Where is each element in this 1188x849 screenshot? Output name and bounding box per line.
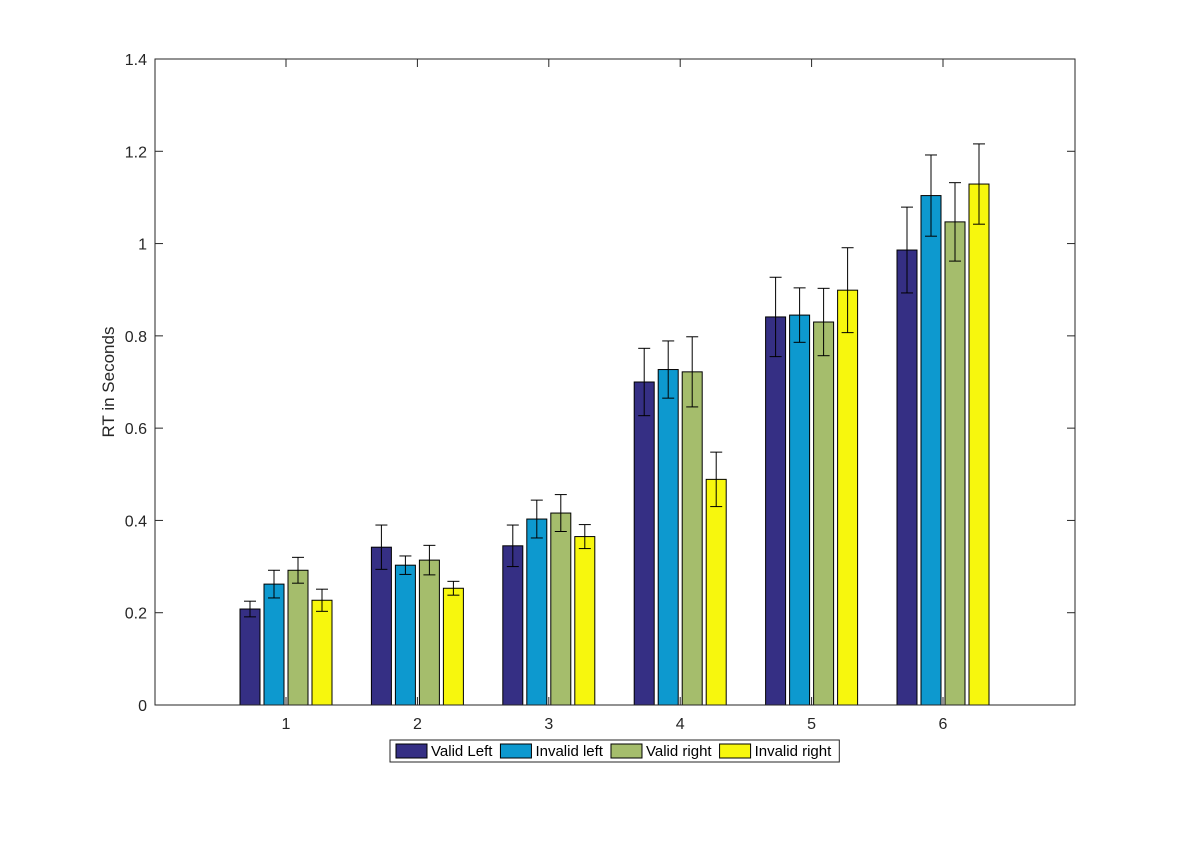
y-tick-label: 0.2 [125,606,147,623]
bar-valid-left-6 [896,249,918,706]
y-tick-label: 1.2 [125,144,147,161]
legend-swatch [719,743,752,759]
error-bar-valid-right-3 [554,494,567,533]
error-bar-invalid-left-6 [925,154,937,237]
legend-label: Invalid left [535,743,603,760]
error-bar-invalid-left-5 [793,287,806,343]
y-tick-label: 0.4 [125,513,147,530]
error-bar-invalid-left-2 [399,555,412,575]
bar-valid-left-5 [765,316,787,706]
y-tick-label: 0.8 [125,329,147,346]
bar-valid-right-6 [944,221,966,706]
error-bar-valid-right-6 [949,182,961,262]
bar-invalid-right-1 [311,599,333,706]
plot-frame [154,58,1076,706]
ticks-layer: 0 0.2 0.4 0.6 0.8 1 1.2 1.4 1 2 3 4 5 6 [125,52,1075,733]
error-bar-invalid-left-1 [268,569,280,599]
error-bar-invalid-left-3 [530,499,543,539]
error-bar-invalid-right-2 [447,580,460,596]
bar-invalid-right-4 [705,478,727,706]
error-bar-valid-left-6 [901,206,913,294]
error-bar-invalid-right-3 [578,524,591,550]
bar-invalid-left-6 [920,195,942,706]
bar-invalid-right-2 [442,587,464,706]
y-tick-label: 1.4 [125,52,147,69]
x-tick-label: 1 [282,716,291,733]
y-tick-label: 0 [138,698,147,715]
x-tick-label: 5 [807,716,816,733]
bar-invalid-left-4 [657,369,679,706]
legend-label: Valid Left [431,743,493,760]
error-bar-valid-left-5 [769,276,782,358]
bar-valid-right-5 [813,321,835,706]
bar-valid-left-4 [633,381,655,706]
error-bars-layer [244,143,985,618]
y-axis-label: RT in Seconds [99,327,118,438]
error-bar-valid-right-2 [423,544,436,576]
error-bar-invalid-right-6 [973,143,985,225]
x-tick-label: 6 [939,716,948,733]
bar-invalid-left-5 [789,314,811,706]
x-tick-label: 2 [413,716,422,733]
error-bar-valid-right-1 [292,556,304,584]
bar-invalid-left-1 [263,583,285,706]
legend-swatch [610,743,643,759]
error-bar-valid-right-5 [817,287,830,357]
x-tick-label: 3 [544,716,553,733]
bar-valid-right-4 [681,371,703,706]
bar-invalid-right-5 [837,289,859,706]
error-bar-valid-right-4 [686,336,699,408]
y-tick-label: 1 [138,237,147,254]
error-bar-invalid-right-1 [316,588,328,612]
error-bar-invalid-right-4 [710,451,723,508]
bar-invalid-left-3 [526,518,548,706]
legend-swatch [499,743,532,759]
bar-valid-left-3 [502,545,524,706]
bar-invalid-left-2 [394,564,416,706]
bars-layer [239,183,990,706]
error-bar-valid-left-3 [506,524,519,568]
bar-valid-right-1 [287,569,309,706]
error-bar-valid-left-1 [244,600,256,618]
error-bar-valid-left-4 [638,347,651,417]
error-bar-valid-left-2 [375,524,388,570]
bar-valid-right-3 [550,512,572,706]
legend: Valid Left Invalid left Valid right Invalid… [389,739,840,763]
bar-invalid-right-3 [574,536,596,706]
legend-label: Valid right [646,743,712,760]
error-bar-invalid-right-5 [841,247,854,334]
legend-swatch [395,743,428,759]
bar-invalid-right-6 [968,183,990,706]
bar-valid-left-1 [239,608,261,706]
bar-valid-left-2 [370,546,392,706]
bar-valid-right-2 [418,559,440,706]
error-bar-invalid-left-4 [662,340,675,399]
legend-label: Invalid right [755,743,833,760]
x-tick-label: 4 [676,716,685,733]
y-tick-label: 0.6 [125,421,147,438]
